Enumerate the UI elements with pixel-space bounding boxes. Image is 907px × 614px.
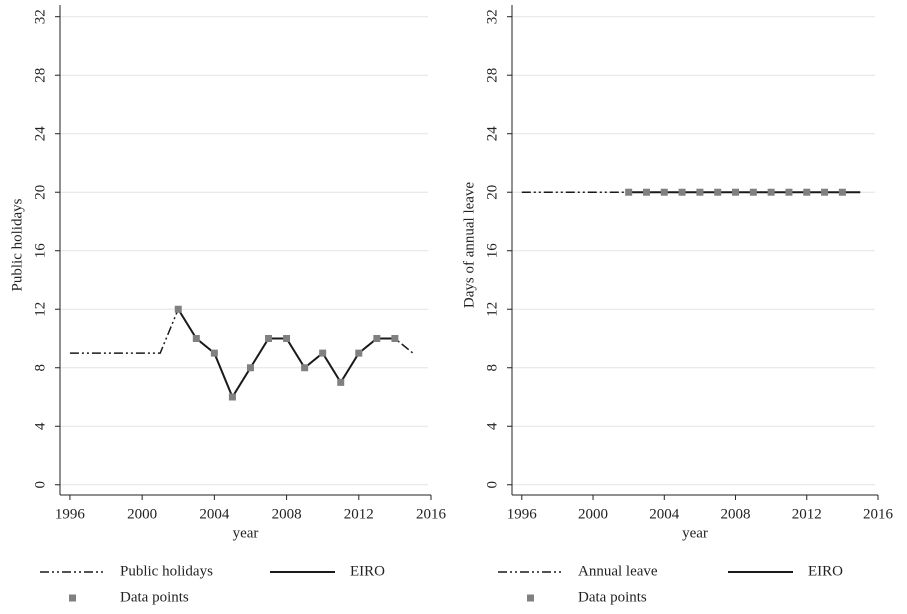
y-tick-label: 12 xyxy=(484,302,500,317)
series-line xyxy=(177,308,395,400)
legend-marker xyxy=(527,594,534,602)
y-tick-label: 32 xyxy=(32,9,48,24)
data-point xyxy=(337,378,345,386)
y-axis-label: Days of annual leave xyxy=(461,182,477,309)
data-point xyxy=(696,188,704,196)
data-point xyxy=(767,188,775,196)
legend-label: Public holidays xyxy=(120,563,213,579)
y-tick-label: 28 xyxy=(484,68,500,83)
y-tick-label: 16 xyxy=(484,243,500,258)
y-tick-label: 32 xyxy=(484,9,500,24)
y-tick-label: 4 xyxy=(484,422,500,430)
x-tick-label: 2012 xyxy=(792,506,822,522)
data-point xyxy=(838,188,846,196)
data-point xyxy=(625,188,633,196)
legend-label: Data points xyxy=(120,589,189,605)
data-point xyxy=(714,188,722,196)
x-tick-label: 2016 xyxy=(863,506,894,522)
y-tick-label: 4 xyxy=(32,422,48,430)
legend-marker xyxy=(69,594,76,602)
data-point xyxy=(821,188,829,196)
data-point xyxy=(355,349,363,357)
legend-label: EIRO xyxy=(808,563,843,579)
y-tick-label: 0 xyxy=(484,481,500,489)
y-tick-label: 16 xyxy=(32,243,48,258)
legend-label: Data points xyxy=(578,589,647,605)
data-point xyxy=(785,188,793,196)
y-tick-label: 20 xyxy=(32,185,48,200)
data-point xyxy=(301,364,309,372)
data-point xyxy=(283,334,291,342)
y-tick-label: 0 xyxy=(32,481,48,489)
data-point xyxy=(210,349,218,357)
x-tick-label: 2012 xyxy=(344,506,374,522)
data-point xyxy=(749,188,757,196)
data-point xyxy=(373,334,381,342)
data-point xyxy=(642,188,650,196)
data-point xyxy=(265,334,273,342)
data-point xyxy=(319,349,327,357)
x-tick-label: 2016 xyxy=(416,506,447,522)
y-tick-label: 12 xyxy=(32,302,48,317)
x-tick-label: 2008 xyxy=(721,506,751,522)
x-tick-label: 2000 xyxy=(578,506,608,522)
x-tick-label: 2008 xyxy=(272,506,302,522)
data-point xyxy=(732,188,740,196)
x-axis-label: year xyxy=(682,525,708,541)
legend-label: Annual leave xyxy=(578,563,658,579)
y-tick-label: 8 xyxy=(32,364,48,372)
legend-label: EIRO xyxy=(350,563,385,579)
data-point xyxy=(678,188,686,196)
data-point xyxy=(660,188,668,196)
y-tick-label: 28 xyxy=(32,68,48,83)
data-point xyxy=(174,305,182,313)
x-tick-label: 1996 xyxy=(507,506,538,522)
x-axis-label: year xyxy=(233,525,259,541)
y-tick-label: 20 xyxy=(484,185,500,200)
data-point xyxy=(391,334,399,342)
data-point xyxy=(228,393,236,401)
y-tick-label: 8 xyxy=(484,364,500,372)
y-tick-label: 24 xyxy=(484,126,500,142)
data-point xyxy=(246,364,254,372)
x-tick-label: 2000 xyxy=(127,506,157,522)
y-tick-label: 24 xyxy=(32,126,48,142)
x-tick-label: 2004 xyxy=(649,506,680,522)
data-point xyxy=(192,334,200,342)
x-tick-label: 1996 xyxy=(55,506,86,522)
data-point xyxy=(803,188,811,196)
x-tick-label: 2004 xyxy=(199,506,230,522)
y-axis-label: Public holidays xyxy=(9,198,25,291)
